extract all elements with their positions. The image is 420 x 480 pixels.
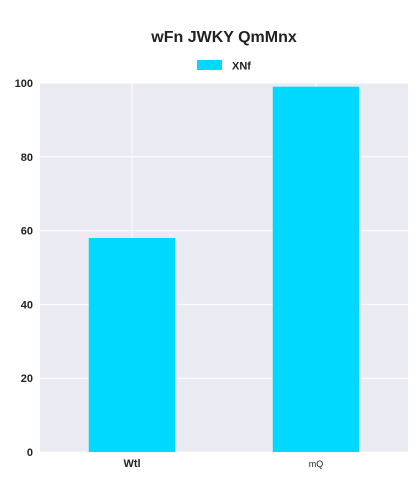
y-tick-label: 60 <box>21 226 33 238</box>
x-tick-label: mQ <box>309 459 324 469</box>
y-tick-label: 40 <box>21 299 33 311</box>
bar-mQ <box>272 86 360 452</box>
bars <box>88 86 360 452</box>
y-tick-label: 100 <box>15 78 33 90</box>
y-axis-ticks: 0 20 40 60 80 100 <box>15 78 33 459</box>
legend: XNf <box>197 60 251 73</box>
y-tick-label: 0 <box>27 447 33 459</box>
y-tick-label: 20 <box>21 373 33 385</box>
x-tick-label: Wtl <box>123 458 140 470</box>
chart-title: wFn JWKY QmMnx <box>150 29 297 46</box>
bar-Wtl <box>88 237 176 452</box>
x-axis-ticks: Wtl mQ <box>123 458 323 470</box>
y-tick-label: 80 <box>21 152 33 164</box>
legend-label: XNf <box>232 61 251 73</box>
legend-swatch <box>197 60 222 70</box>
